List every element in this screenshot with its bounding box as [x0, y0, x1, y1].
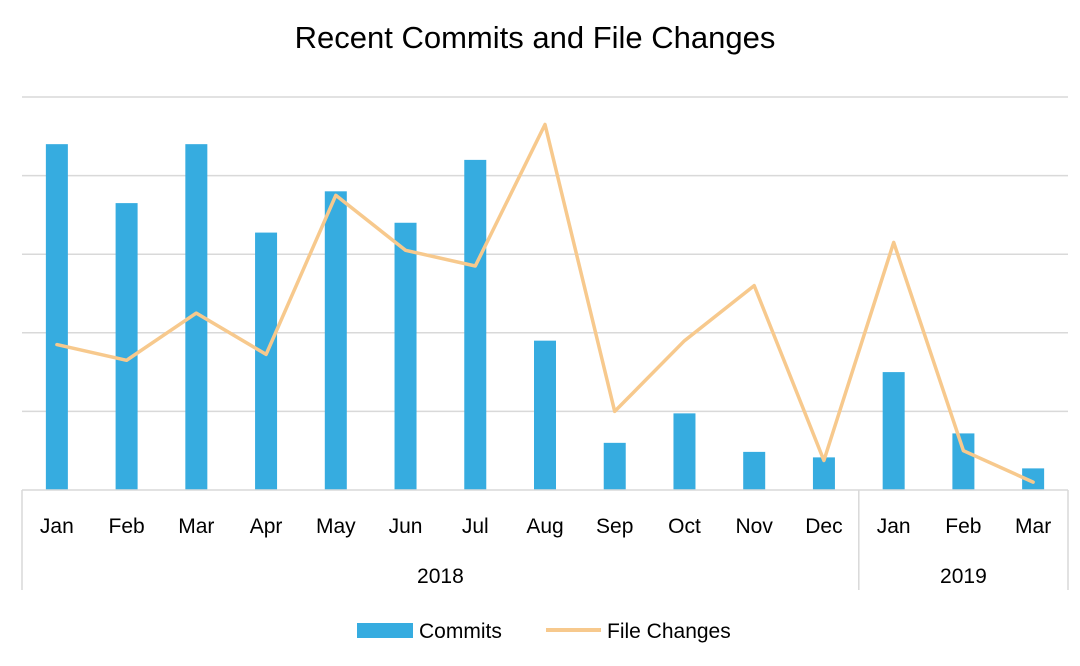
x-axis: Jan Feb Mar Apr May Jun Jul Aug Sep Oct Nov Dec Jan F… — [21, 489, 1069, 590]
commits-bar — [115, 203, 138, 491]
legend-label-commits: Commits — [419, 620, 502, 643]
x-tick-label: May — [316, 515, 356, 538]
x-tick-label: Sep — [596, 515, 633, 538]
commits-bar — [255, 232, 278, 490]
commits-bar — [952, 433, 975, 490]
x-tick-label: Feb — [109, 515, 145, 538]
x-tick-label: Jan — [40, 515, 74, 538]
x-tick-label: Jan — [877, 515, 911, 538]
commits-bar — [324, 191, 347, 490]
commits-bar — [603, 442, 626, 490]
file-changes-line-group — [55, 122, 1035, 484]
x-tick-label: Mar — [178, 515, 214, 538]
commits-bar — [1022, 468, 1045, 490]
commits-bar — [743, 451, 766, 490]
file-changes-line — [55, 122, 1035, 484]
x-tick-label: Oct — [668, 515, 701, 538]
x-tick-label: Jun — [389, 515, 423, 538]
x-tick-label: Dec — [805, 515, 842, 538]
x-tick-label: Nov — [736, 515, 774, 538]
x-tick-label: Mar — [1015, 515, 1051, 538]
x-tick-label: Apr — [250, 515, 283, 538]
commits-bar — [812, 457, 835, 490]
commits-bars — [45, 144, 1045, 491]
legend: Commits File Changes — [357, 620, 731, 643]
x-group-label: 2019 — [940, 565, 987, 588]
x-group-label: 2018 — [417, 565, 464, 588]
commits-bar — [185, 144, 208, 490]
x-tick-label: Jul — [462, 515, 489, 538]
commits-bar — [534, 340, 556, 490]
legend-label-file-changes: File Changes — [607, 620, 731, 643]
commits-bar — [394, 222, 417, 490]
commits-bar — [882, 372, 905, 490]
commits-bar — [673, 413, 696, 490]
legend-swatch-commits — [357, 623, 413, 638]
chart-title: Recent Commits and File Changes — [295, 20, 776, 55]
x-tick-label: Aug — [526, 515, 563, 538]
commits-bar — [45, 144, 68, 490]
commits-bar — [464, 159, 487, 490]
x-tick-label: Feb — [945, 515, 981, 538]
